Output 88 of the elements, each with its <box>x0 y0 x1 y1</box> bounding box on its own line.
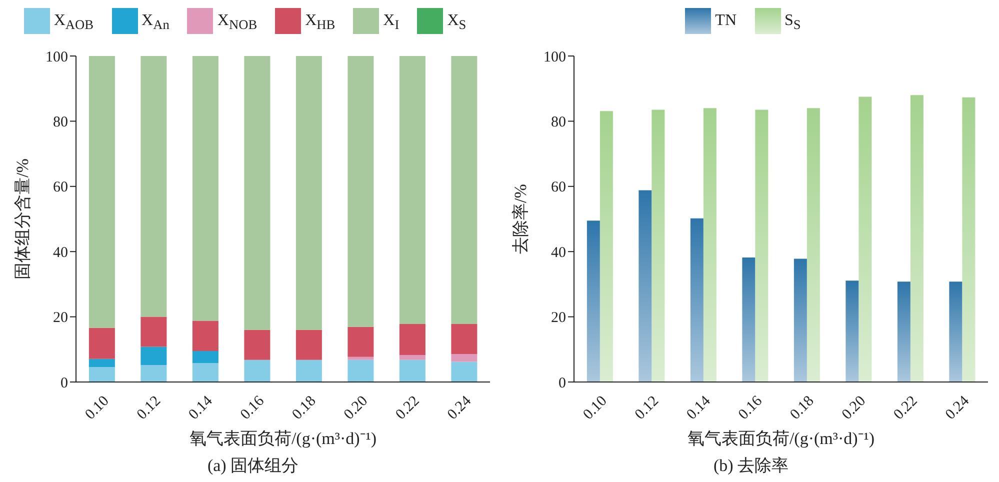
y-tick-label: 20 <box>551 310 566 326</box>
bar <box>244 56 270 330</box>
bar <box>451 56 478 324</box>
bar <box>638 190 652 382</box>
legend-label: X$_{An}$ <box>142 12 170 32</box>
bar <box>949 282 962 382</box>
bar <box>88 358 115 368</box>
x-axis-title: 氧气表面负荷/(g·(m³·d)⁻¹) <box>687 429 875 448</box>
bar <box>348 326 374 357</box>
bar <box>451 354 478 362</box>
bar <box>140 365 167 382</box>
bar <box>806 108 820 382</box>
x-axis-title: 氧气表面负荷/(g·(m³·d)⁻¹) <box>189 429 377 448</box>
y-tick-label: 0 <box>60 375 68 392</box>
text: (b) 去除率 <box>712 455 790 477</box>
bar <box>192 363 218 382</box>
bar <box>192 56 218 321</box>
x-tick-label: 0.10 <box>580 393 610 423</box>
y-tick-label: 60 <box>53 180 68 196</box>
bar <box>399 324 426 355</box>
bar <box>244 360 270 382</box>
x-tick-label: 0.18 <box>289 393 320 423</box>
bar <box>910 95 924 382</box>
bar <box>742 257 756 382</box>
x-tick-label: 0.18 <box>787 393 818 423</box>
bar <box>690 218 704 382</box>
x-tick-label: 0.14 <box>684 392 714 423</box>
x-tick-label: 0.20 <box>341 393 371 423</box>
bar <box>88 328 115 359</box>
bar <box>140 316 167 347</box>
bar <box>399 56 426 324</box>
x-tick-label: 0.16 <box>736 392 766 423</box>
x-tick-label: 0.16 <box>238 392 268 423</box>
y-axis-title: 去除率/% <box>511 184 530 254</box>
y-tick-label: 40 <box>53 244 68 261</box>
text: (a) 固体组分 <box>206 455 300 477</box>
legend-label: X$_{NOB}$ <box>217 12 258 32</box>
bar <box>88 367 115 382</box>
bar <box>140 56 167 317</box>
x-tick-label: 0.10 <box>82 393 112 423</box>
bar <box>348 356 374 360</box>
bar <box>794 258 807 382</box>
bar <box>962 97 976 382</box>
bar <box>88 56 115 328</box>
bar <box>846 280 859 382</box>
y-tick-label: 80 <box>53 114 68 131</box>
x-tick-label: 0.24 <box>444 392 475 423</box>
bar <box>451 362 478 382</box>
y-axis-title: 固体组分含量/% <box>13 158 32 280</box>
bar <box>348 56 374 327</box>
bar <box>192 320 218 352</box>
bar <box>755 110 768 382</box>
bar <box>703 108 716 382</box>
bar <box>652 110 665 382</box>
legend-label: X$_{HB}$ <box>305 12 336 32</box>
legend-label: S$_{S}$ <box>784 12 801 32</box>
legend-label: X$_{I}$ <box>383 12 400 32</box>
bar <box>296 56 322 330</box>
bar <box>399 360 426 382</box>
bar <box>296 360 322 382</box>
legend-label: TN <box>715 12 736 29</box>
x-tick-label: 0.24 <box>942 392 973 423</box>
bar <box>140 346 167 366</box>
x-tick-label: 0.12 <box>632 393 662 423</box>
x-tick-label: 0.14 <box>186 392 216 423</box>
x-tick-label: 0.12 <box>134 393 164 423</box>
legend-label: X$_{AOB}$ <box>54 12 94 32</box>
y-tick-label: 100 <box>544 49 566 66</box>
y-tick-label: 20 <box>53 310 68 326</box>
bar <box>399 354 426 360</box>
bar <box>296 330 322 360</box>
y-tick-label: 60 <box>551 180 566 196</box>
bar <box>897 282 910 382</box>
x-tick-label: 0.22 <box>890 393 921 423</box>
bar <box>192 351 218 364</box>
legend-label: X$_{S}$ <box>447 12 466 32</box>
bar <box>586 220 600 382</box>
bar <box>451 324 478 354</box>
y-tick-label: 100 <box>46 49 68 66</box>
bar <box>858 96 872 382</box>
x-tick-label: 0.22 <box>392 393 423 423</box>
y-tick-label: 80 <box>551 114 566 131</box>
bar <box>348 360 374 382</box>
bar <box>600 111 613 382</box>
y-tick-label: 40 <box>551 244 566 261</box>
x-tick-label: 0.20 <box>839 393 869 423</box>
y-tick-label: 0 <box>558 375 566 392</box>
bar <box>244 330 270 360</box>
